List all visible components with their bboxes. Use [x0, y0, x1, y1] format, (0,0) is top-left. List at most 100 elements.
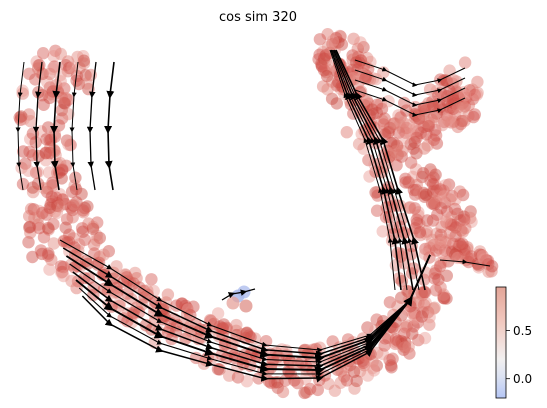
cell-point: [350, 56, 363, 69]
cell-point: [31, 177, 45, 190]
cell-point: [431, 208, 444, 221]
cell-point: [26, 250, 39, 264]
cell-point: [477, 253, 491, 266]
cell-point: [242, 329, 256, 342]
cell-point: [429, 264, 443, 277]
cell-point: [48, 60, 61, 73]
cell-point: [430, 227, 443, 240]
cell-point: [434, 228, 447, 242]
cell-point: [40, 208, 53, 221]
cell-point: [24, 202, 38, 216]
cell-point: [443, 111, 456, 124]
cell-point: [429, 284, 442, 297]
cell-point: [437, 184, 450, 197]
cell-point: [71, 259, 84, 272]
cell-point: [421, 139, 434, 152]
cell-point: [346, 71, 359, 84]
cell-point: [62, 61, 76, 75]
cell-point: [438, 196, 452, 209]
cell-point: [426, 197, 439, 210]
cell-point: [437, 291, 450, 305]
cell-point: [421, 306, 435, 319]
cell-point: [429, 123, 442, 137]
cell-point: [23, 145, 36, 158]
cell-point: [67, 199, 80, 212]
cell-point: [468, 88, 481, 102]
cell-point: [57, 269, 70, 283]
stream-line: [221, 288, 256, 301]
cell-point: [434, 239, 447, 252]
cell-point: [445, 218, 458, 231]
cell-point: [60, 213, 74, 226]
cell-point: [315, 59, 328, 72]
cell-point: [313, 48, 326, 61]
cell-point: [451, 120, 464, 134]
cell-point: [29, 73, 42, 86]
cell-point: [457, 86, 470, 99]
cell-point: [22, 108, 36, 121]
cell-point: [42, 221, 55, 235]
cell-point: [80, 77, 94, 90]
cell-point: [321, 83, 334, 96]
cell-point: [328, 37, 342, 50]
cell-point: [453, 185, 467, 198]
cell-point: [33, 58, 46, 72]
cell-point: [315, 57, 328, 70]
stream-line: [86, 61, 97, 191]
cell-point: [77, 50, 90, 63]
cell-point: [462, 255, 475, 269]
stream-line: [335, 49, 426, 291]
cell-point: [416, 306, 430, 319]
cell-point: [439, 236, 452, 249]
cell-point: [60, 159, 73, 172]
stream-line: [69, 61, 79, 191]
cell-point: [330, 79, 343, 92]
stream-line: [15, 61, 25, 191]
cell-point: [326, 34, 339, 48]
cell-point: [456, 237, 469, 251]
cell-point: [437, 290, 450, 303]
cell-point: [76, 204, 90, 217]
cell-point: [328, 384, 342, 397]
cell-point: [47, 50, 60, 63]
cell-point: [449, 109, 462, 122]
cell-point: [449, 221, 462, 234]
cell-point: [467, 110, 480, 124]
cell-point: [468, 108, 481, 121]
cell-point: [417, 120, 430, 134]
cell-point: [39, 146, 52, 159]
cell-point: [66, 61, 79, 74]
cell-point: [53, 188, 67, 201]
cell-point: [427, 238, 440, 252]
cell-point: [445, 189, 459, 203]
cell-point: [22, 164, 35, 177]
cell-point: [319, 54, 332, 68]
cell-point: [319, 48, 333, 62]
cell-point: [35, 247, 49, 261]
cell-point: [67, 232, 80, 245]
cell-point: [23, 220, 37, 233]
cell-point: [466, 83, 479, 96]
cell-point: [444, 245, 458, 259]
cell-point: [430, 184, 443, 197]
cell-point: [464, 252, 477, 265]
cell-point: [320, 69, 334, 83]
cell-point: [340, 126, 353, 139]
cell-point: [325, 92, 339, 106]
cell-point: [317, 64, 331, 77]
cell-point: [419, 296, 432, 309]
cell-point: [70, 69, 84, 83]
cell-point: [448, 109, 461, 122]
cell-point: [63, 228, 76, 241]
cell-point: [36, 67, 49, 81]
cell-point: [409, 296, 423, 309]
colorbar-tick-label: 0.0: [513, 372, 532, 386]
cell-point: [447, 115, 460, 128]
cell-point: [447, 93, 460, 107]
cell-point: [458, 56, 472, 69]
cell-point: [434, 201, 448, 215]
cell-point: [447, 73, 460, 87]
cell-point: [298, 386, 311, 400]
cell-point: [26, 181, 39, 194]
cell-point: [427, 133, 440, 146]
